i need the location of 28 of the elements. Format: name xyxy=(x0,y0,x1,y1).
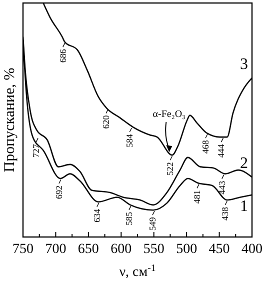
legend-label: 1 xyxy=(240,198,248,215)
annotation: α-Fe₂O₃ xyxy=(152,109,186,120)
x-tick-label: 400 xyxy=(242,242,262,257)
annotation: 692 xyxy=(54,186,64,199)
annotation: 585 xyxy=(124,211,134,226)
annotation: 468 xyxy=(200,140,211,154)
x-tick-label: 450 xyxy=(208,242,230,257)
x-tick-label: 650 xyxy=(78,242,99,257)
annotation: 727 xyxy=(31,144,42,158)
annotation: 522 xyxy=(165,162,176,176)
annotation: 481 xyxy=(192,190,202,204)
series-label: 2 xyxy=(240,155,248,172)
annotation: 438 xyxy=(220,206,230,221)
y-axis-title: Пропускание, % xyxy=(2,68,18,172)
annotation: 620 xyxy=(101,114,112,129)
annotation: 444 xyxy=(216,144,226,158)
x-tick-label: 600 xyxy=(110,242,132,257)
x-tick-label: 700 xyxy=(45,242,66,257)
annotation: 634 xyxy=(92,208,102,222)
annotation: 584 xyxy=(124,134,135,148)
annotation: 686 xyxy=(58,48,68,63)
x-tick-label: 550 xyxy=(143,242,164,257)
x-tick-label: 750 xyxy=(12,242,34,257)
annotation: 443 xyxy=(216,180,227,194)
series-label: 3 xyxy=(240,56,248,73)
x-tick-label: 500 xyxy=(176,242,198,257)
x-axis-title: ν, см$^{-1}$ xyxy=(119,262,156,280)
annotation: 549 xyxy=(148,216,158,231)
